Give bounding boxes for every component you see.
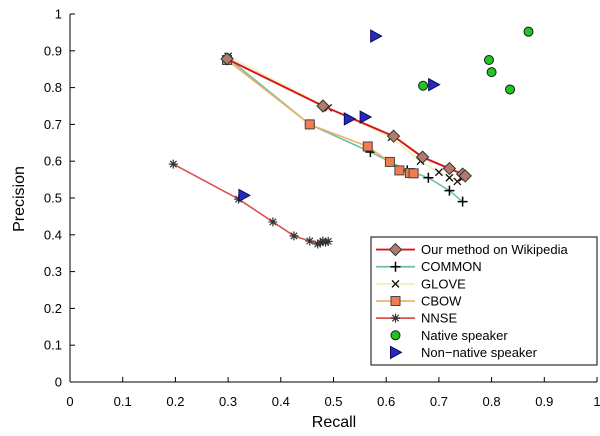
- x-tick-label: 0.7: [430, 394, 448, 409]
- legend-label: COMMON: [421, 259, 482, 274]
- point-glove-marker: [434, 168, 443, 177]
- x-tick-label: 0.2: [166, 394, 184, 409]
- point-our-method-on-wikipedia-marker: [415, 150, 430, 164]
- x-tick-label: 0.3: [219, 394, 237, 409]
- legend-item-glove: GLOVE: [376, 276, 466, 291]
- x-tick-label: 0.8: [483, 394, 501, 409]
- point-common-marker: [457, 196, 468, 207]
- point-non-native-speaker-marker: [428, 77, 441, 92]
- point-non-native-speaker-marker: [238, 188, 251, 203]
- point-nnse-marker: [305, 236, 315, 246]
- x-tick-label: 0.1: [114, 394, 132, 409]
- series-nnse: [168, 159, 333, 249]
- legend-label: Our method on Wikipedia: [421, 242, 568, 257]
- point-our-method-on-wikipedia-marker: [442, 161, 457, 176]
- point-non-native-speaker-marker: [359, 110, 373, 124]
- point-cbow-marker: [304, 119, 315, 130]
- x-tick-label: 0.4: [272, 394, 290, 409]
- x-tick-label: 1: [593, 394, 600, 409]
- series-line-nnse: [172, 163, 329, 245]
- point-native-speaker-marker: [483, 55, 494, 65]
- legend-item-non-native-speaker: Non−native speaker: [390, 345, 538, 360]
- legend-common-marker: [390, 261, 401, 272]
- point-non-native-speaker-marker: [370, 29, 383, 43]
- y-tick-label: 0.2: [44, 301, 62, 316]
- point-nnse-marker: [268, 217, 278, 227]
- legend-item-our-method-on-wikipedia: Our method on Wikipedia: [376, 242, 568, 257]
- legend-label: CBOW: [421, 294, 462, 309]
- legend-nnse-marker: [391, 313, 400, 323]
- point-common-marker: [444, 185, 455, 196]
- y-ticks: 0 0.1 0.2 0.3 0.4 0.5 0.6 0.7 0.8 0.9 1: [44, 7, 75, 390]
- legend-native-speaker-marker: [390, 330, 401, 341]
- y-tick-label: 0.4: [44, 227, 62, 242]
- series-our-method-on-wikipedia: [220, 52, 472, 183]
- legend-item-cbow: CBOW: [376, 294, 462, 309]
- legend-item-native-speaker: Native speaker: [390, 328, 508, 343]
- y-tick-label: 0.3: [44, 264, 62, 279]
- legend-item-common: COMMON: [376, 259, 482, 274]
- legend-glove-marker: [391, 279, 400, 288]
- point-our-method-on-wikipedia-marker: [458, 169, 472, 183]
- point-cbow-marker: [384, 156, 395, 167]
- y-tick-label: 0.9: [44, 43, 62, 58]
- point-native-speaker-marker: [523, 26, 534, 37]
- point-native-speaker-marker: [505, 84, 516, 95]
- point-glove-marker: [445, 173, 454, 182]
- point-nnse-marker: [168, 159, 178, 169]
- point-nnse-marker: [323, 236, 333, 246]
- series-layer: [168, 26, 534, 249]
- legend-label: GLOVE: [421, 276, 466, 291]
- point-nnse-marker: [289, 231, 299, 241]
- point-native-speaker-marker: [486, 67, 497, 78]
- y-tick-label: 0.6: [44, 154, 62, 169]
- legend-item-nnse: NNSE: [376, 311, 457, 326]
- legend: Our method on Wikipedia COMMON GLOVE CBOW NN…: [370, 236, 598, 366]
- y-tick-label: 1: [55, 7, 62, 22]
- point-cbow-marker: [408, 168, 419, 179]
- point-nnse-marker: [321, 237, 331, 247]
- point-nnse-marker: [318, 236, 328, 246]
- legend-non-native-speaker-marker: [390, 345, 403, 360]
- x-tick-label: 0.5: [324, 394, 342, 409]
- y-tick-label: 0.5: [44, 191, 62, 206]
- x-axis-title: Recall: [312, 414, 356, 431]
- point-our-method-on-wikipedia-marker: [220, 52, 234, 66]
- x-tick-label: 0.9: [535, 394, 553, 409]
- point-glove-marker: [453, 177, 462, 186]
- point-our-method-on-wikipedia-marker: [386, 129, 401, 143]
- y-tick-label: 0.1: [44, 338, 62, 353]
- legend-cbow-marker: [390, 296, 401, 306]
- point-common-marker: [423, 172, 434, 183]
- legend-label: Non−native speaker: [421, 345, 538, 360]
- point-non-native-speaker-marker: [343, 112, 357, 126]
- legend-label: NNSE: [421, 311, 457, 326]
- series-non-native-speaker: [238, 29, 441, 203]
- legend-our-method-on-wikipedia-marker: [388, 242, 403, 257]
- y-tick-label: 0.7: [44, 117, 62, 132]
- series-cbow: [222, 55, 419, 179]
- y-tick-label: 0.8: [44, 80, 62, 95]
- series-line-cbow: [226, 59, 414, 175]
- point-our-method-on-wikipedia-marker: [316, 99, 330, 113]
- legend-label: Native speaker: [421, 328, 508, 343]
- series-common: [223, 53, 468, 207]
- x-ticks: 0 0.1 0.2 0.3 0.4 0.5 0.6 0.7 0.8 0.9 1: [66, 377, 600, 409]
- legend-box: [370, 236, 598, 366]
- x-tick-label: 0: [66, 394, 73, 409]
- point-nnse-marker: [313, 239, 323, 249]
- point-native-speaker-marker: [418, 80, 429, 91]
- series-line-common: [227, 57, 464, 203]
- point-cbow-marker: [394, 165, 405, 176]
- x-tick-label: 0.6: [377, 394, 395, 409]
- y-axis-title: Precision: [11, 166, 28, 232]
- series-native-speaker: [418, 26, 534, 95]
- point-cbow-marker: [362, 141, 373, 152]
- y-tick-label: 0: [55, 375, 62, 390]
